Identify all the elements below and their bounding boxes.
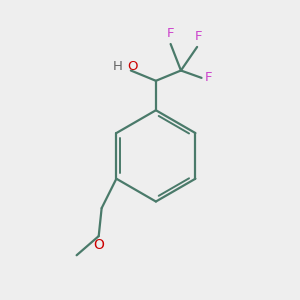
Text: F: F — [195, 30, 202, 44]
Text: O: O — [93, 238, 104, 252]
Text: H: H — [113, 61, 122, 74]
Text: F: F — [205, 71, 212, 84]
Text: F: F — [167, 28, 174, 40]
Text: O: O — [127, 61, 138, 74]
